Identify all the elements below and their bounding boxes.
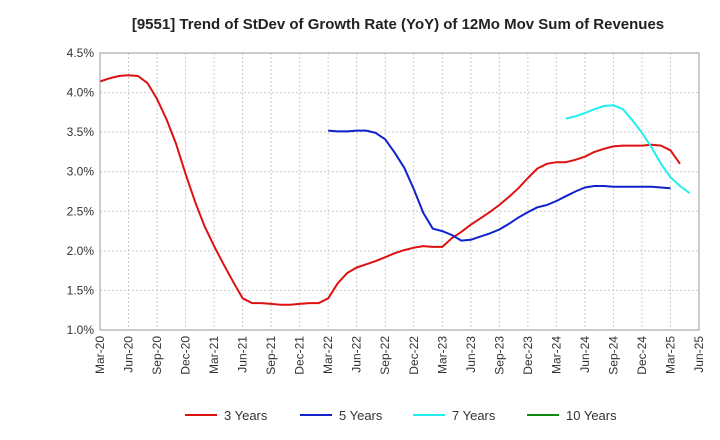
- x-tick-label: Dec-22: [407, 336, 421, 375]
- plot-frame: [99, 52, 700, 331]
- chart-title: [9551] Trend of StDev of Growth Rate (Yo…: [132, 16, 664, 33]
- x-tick-label: Jun-25: [692, 336, 706, 373]
- y-axis-ticks: 1.0% 1.5% 2.0% 2.5% 3.0% 3.5% 4.0% 4.5%: [67, 46, 95, 337]
- legend-label-7-years: 7 Years: [452, 408, 496, 423]
- x-tick-label: Sep-21: [264, 336, 278, 375]
- y-tick-label: 3.0%: [67, 165, 95, 179]
- x-tick-label: Sep-24: [606, 336, 620, 375]
- x-tick-label: Sep-20: [150, 336, 164, 375]
- x-tick-label: Sep-23: [492, 336, 506, 375]
- y-tick-label: 1.0%: [67, 323, 95, 337]
- legend: 3 Years 5 Years 7 Years 10 Years: [185, 408, 617, 423]
- x-tick-label: Mar-23: [435, 336, 449, 374]
- x-tick-label: Sep-22: [378, 336, 392, 375]
- x-tick-label: Mar-24: [549, 336, 563, 374]
- x-tick-label: Mar-22: [321, 336, 335, 374]
- series-line-5-years: [328, 129, 671, 242]
- x-tick-label: Dec-23: [521, 336, 535, 375]
- x-tick-label: Dec-24: [635, 336, 649, 375]
- x-tick-label: Mar-20: [93, 336, 107, 374]
- x-tick-label: Jun-22: [350, 336, 364, 373]
- x-tick-label: Jun-21: [236, 336, 250, 373]
- x-tick-label: Jun-23: [464, 336, 478, 373]
- series-lines: [99, 74, 691, 306]
- y-tick-label: 2.5%: [67, 204, 95, 218]
- x-tick-label: Jun-20: [122, 336, 136, 373]
- x-axis-ticks: Mar-20 Jun-20 Sep-20 Dec-20 Mar-21 Jun-21 Sep-…: [93, 336, 706, 375]
- y-tick-label: 1.5%: [67, 283, 95, 297]
- series-line-7-years: [565, 104, 691, 194]
- x-tick-label: Dec-20: [179, 336, 193, 375]
- series-line-3-years: [99, 74, 681, 306]
- x-tick-label: Mar-25: [663, 336, 677, 374]
- y-tick-label: 4.5%: [67, 46, 95, 60]
- x-tick-label: Jun-24: [578, 336, 592, 373]
- y-tick-label: 3.5%: [67, 125, 95, 139]
- legend-label-10-years: 10 Years: [566, 408, 617, 423]
- y-tick-label: 4.0%: [67, 86, 95, 100]
- x-tick-label: Dec-21: [293, 336, 307, 375]
- x-tick-label: Mar-21: [207, 336, 221, 374]
- legend-label-3-years: 3 Years: [224, 408, 268, 423]
- legend-label-5-years: 5 Years: [339, 408, 383, 423]
- y-tick-label: 2.0%: [67, 244, 95, 258]
- grid: [99, 52, 700, 331]
